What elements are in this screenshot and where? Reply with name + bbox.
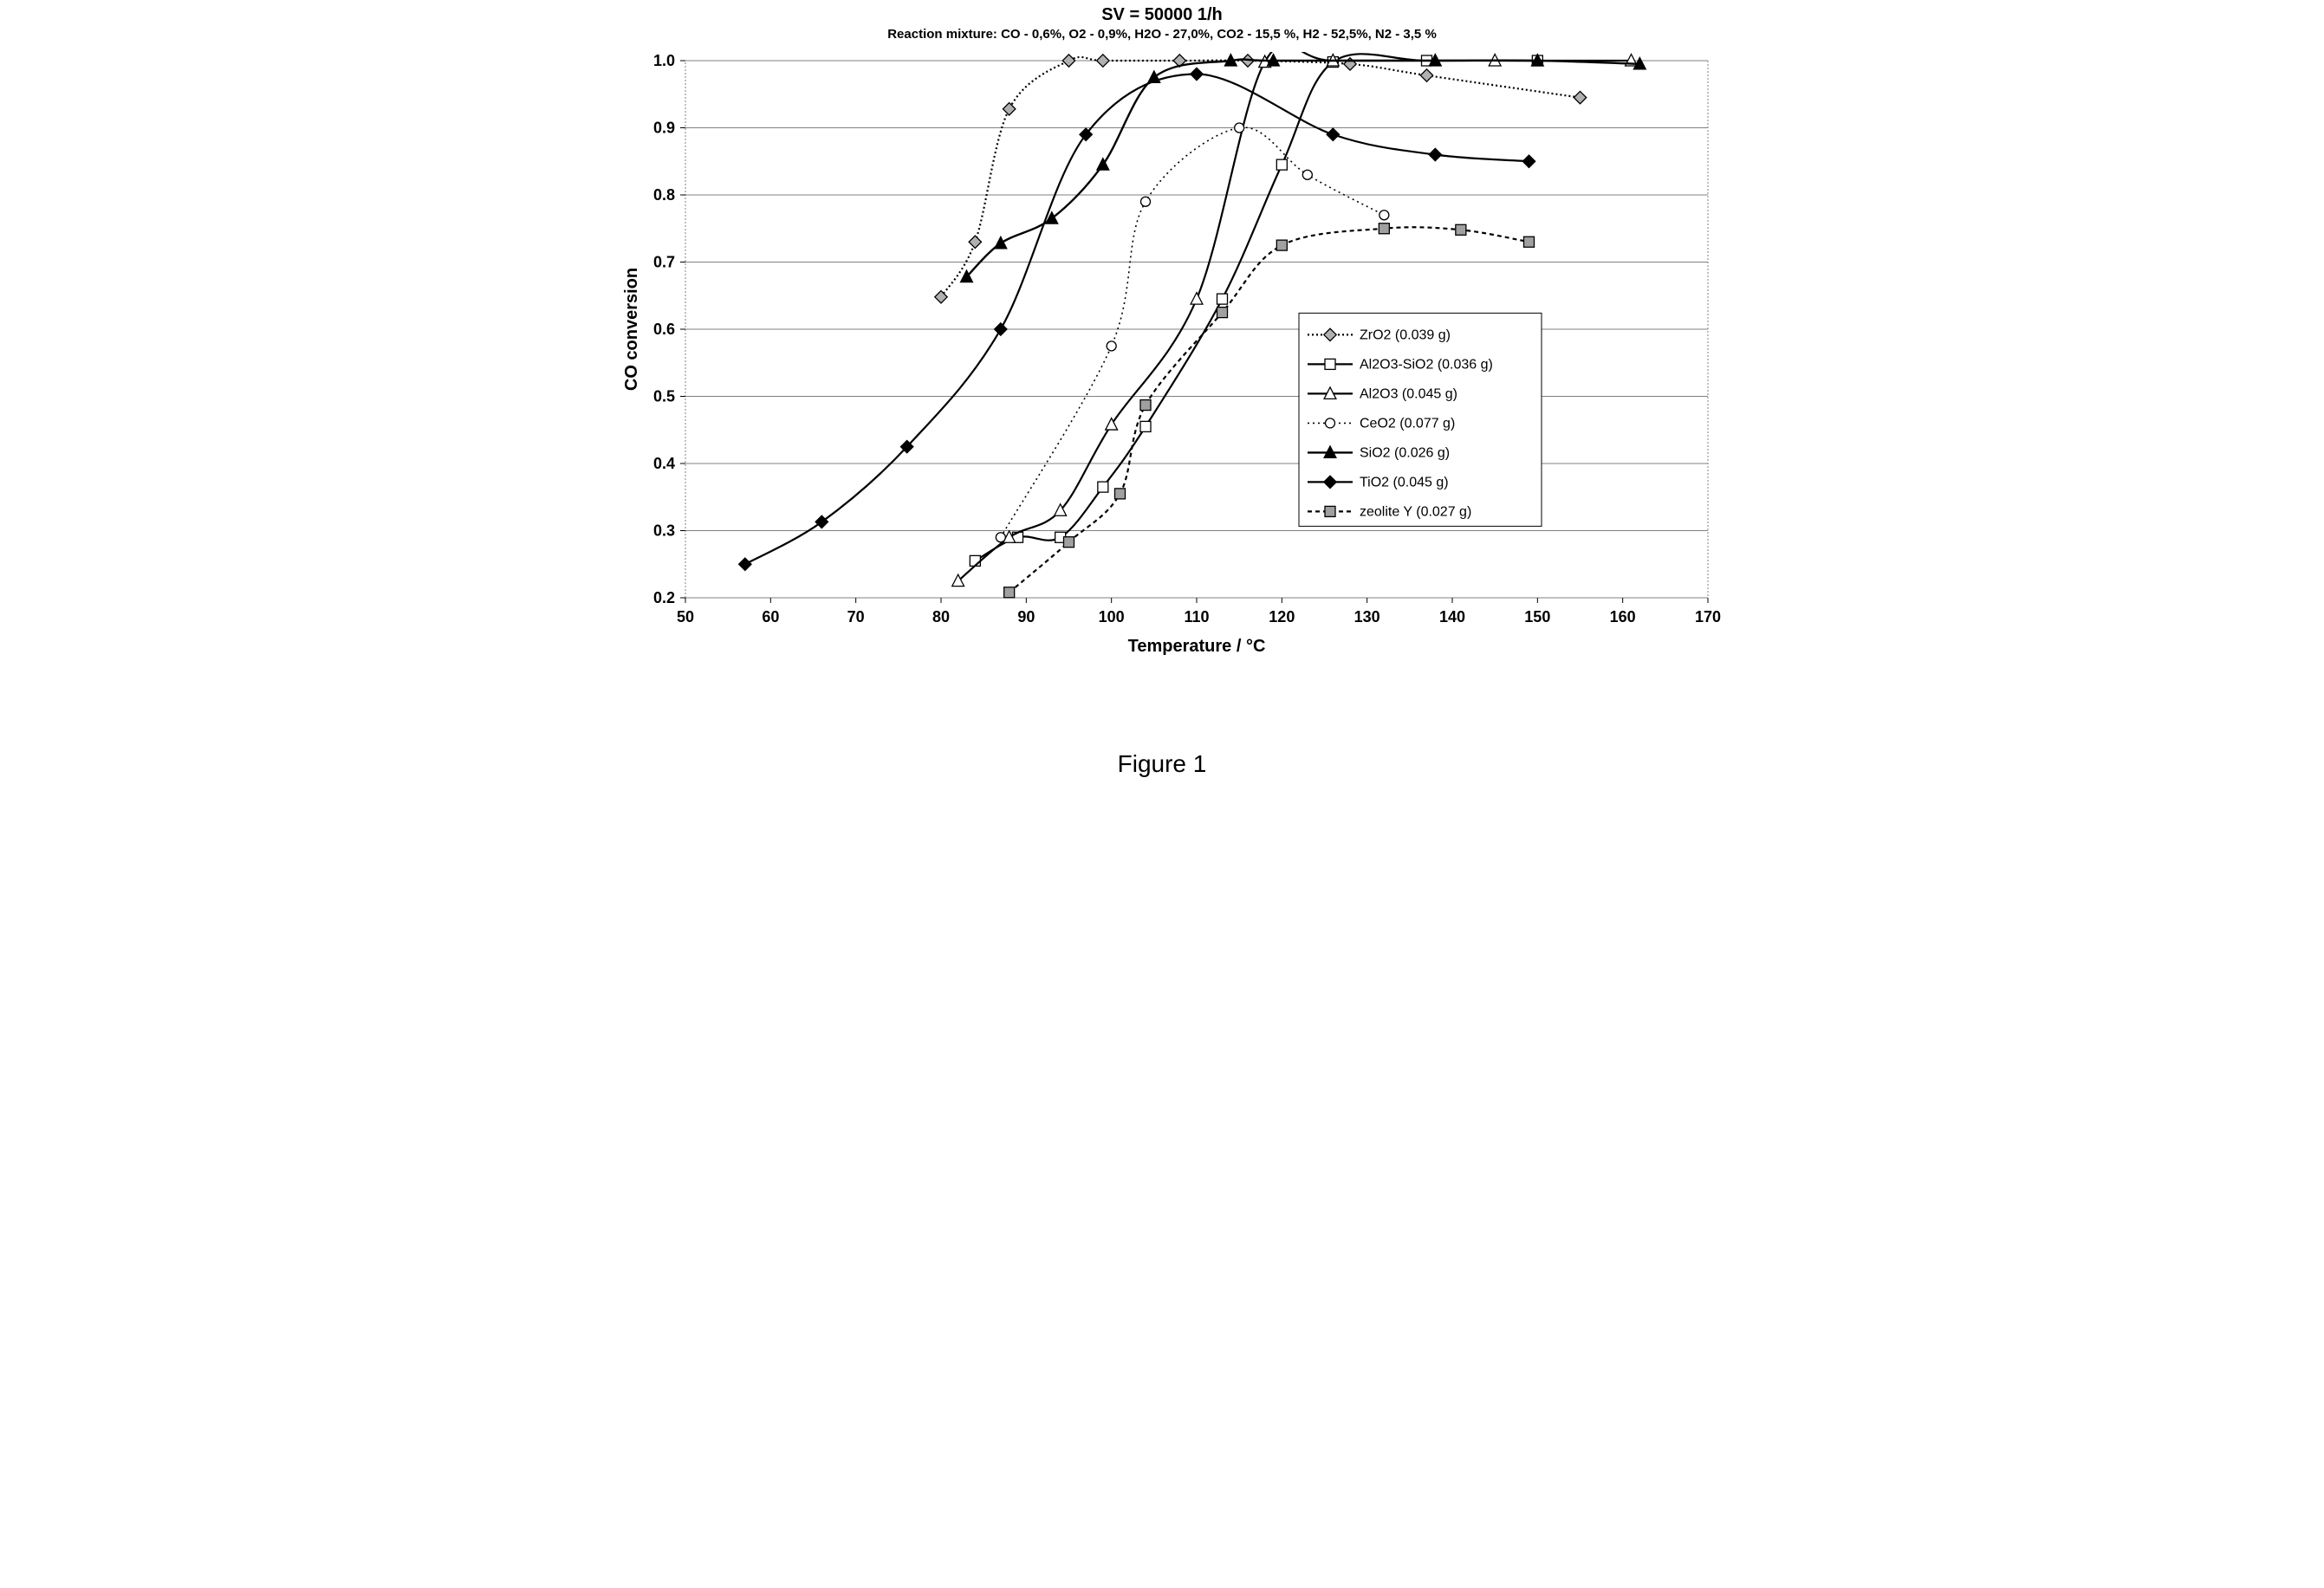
y-axis-label: CO conversion <box>622 268 641 391</box>
x-tick-label: 100 <box>1098 608 1124 625</box>
x-tick-label: 50 <box>676 608 693 625</box>
figure-caption: Figure 1 <box>581 750 1743 778</box>
chart-container: 50 60 70 80 90 100 110 120 130 140 150 160 170 0.2 0.3… <box>616 52 1725 671</box>
legend-label: zeolite Y (0.027 g) <box>1360 504 1471 519</box>
chart-svg: 50 60 70 80 90 100 110 120 130 140 150 160 170 0.2 0.3… <box>616 52 1725 667</box>
y-tick-label: 0.6 <box>652 321 674 338</box>
legend-label: Al2O3 (0.045 g) <box>1360 386 1457 401</box>
y-tick-label: 0.9 <box>652 120 674 137</box>
legend-label: TiO2 (0.045 g) <box>1360 475 1449 489</box>
legend-label: ZrO2 (0.039 g) <box>1360 327 1451 342</box>
y-tick-label: 0.3 <box>652 522 674 540</box>
y-tick-label: 0.5 <box>652 388 674 405</box>
chart-subtitle: Reaction mixture: CO - 0,6%, O2 - 0,9%, … <box>581 27 1743 42</box>
page: SV = 50000 1/h Reaction mixture: CO - 0,… <box>581 0 1743 794</box>
x-tick-label: 70 <box>847 608 864 625</box>
x-tick-label: 120 <box>1269 608 1295 625</box>
chart-title-block: SV = 50000 1/h Reaction mixture: CO - 0,… <box>581 5 1743 42</box>
legend-label: Al2O3-SiO2 (0.036 g) <box>1360 357 1493 372</box>
legend-label: SiO2 (0.026 g) <box>1360 445 1450 460</box>
legend: ZrO2 (0.039 g) Al2O3-SiO2 (0.036 g) Al2O3 … <box>1299 313 1542 526</box>
x-tick-label: 110 <box>1184 608 1209 625</box>
x-tick-label: 60 <box>762 608 779 625</box>
y-tick-label: 0.4 <box>652 455 674 472</box>
x-tick-label: 160 <box>1609 608 1635 625</box>
x-tick-label: 130 <box>1354 608 1379 625</box>
x-tick-label: 140 <box>1438 608 1464 625</box>
legend-label: CeO2 (0.077 g) <box>1360 416 1455 431</box>
x-tick-label: 80 <box>932 608 949 625</box>
y-tick-label: 0.2 <box>652 589 674 606</box>
y-tick-label: 0.7 <box>652 254 674 271</box>
y-tick-label: 1.0 <box>652 52 674 69</box>
chart-title: SV = 50000 1/h <box>581 5 1743 25</box>
x-axis-label: Temperature / °C <box>1127 637 1265 656</box>
x-tick-label: 90 <box>1017 608 1035 625</box>
x-tick-label: 150 <box>1524 608 1550 625</box>
y-tick-label: 0.8 <box>652 186 674 204</box>
x-tick-label: 170 <box>1694 608 1720 625</box>
